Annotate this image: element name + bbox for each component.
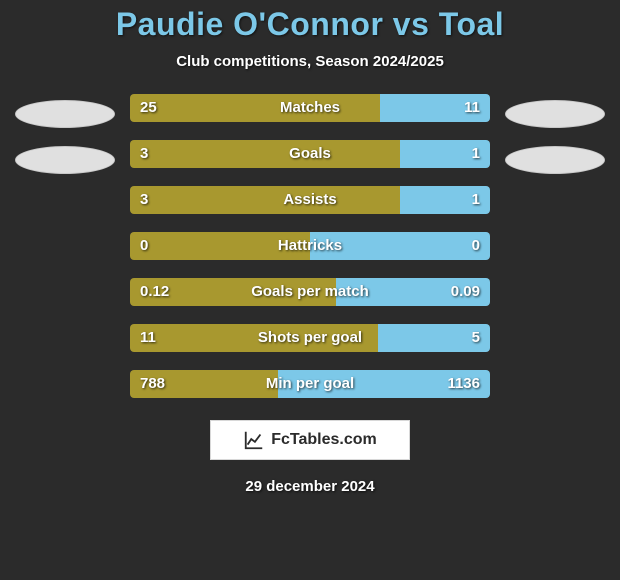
left-player-badges bbox=[10, 94, 120, 174]
stat-bars: 25 11 Matches 3 1 Goals 3 1 Assists 0 0 Hattricks 0.… bbox=[130, 94, 490, 398]
stat-value-left: 788 bbox=[140, 370, 165, 398]
stat-label: Assists bbox=[283, 186, 336, 214]
stat-row: 25 11 Matches bbox=[130, 94, 490, 122]
stat-value-right: 5 bbox=[472, 324, 480, 352]
subtitle: Club competitions, Season 2024/2025 bbox=[176, 53, 444, 70]
stat-row: 3 1 Goals bbox=[130, 140, 490, 168]
stat-row: 3 1 Assists bbox=[130, 186, 490, 214]
player-badge-ellipse bbox=[505, 100, 605, 128]
stat-label: Matches bbox=[280, 94, 340, 122]
date: 29 december 2024 bbox=[245, 478, 374, 495]
stat-label: Goals bbox=[289, 140, 331, 168]
stat-label: Goals per match bbox=[251, 278, 369, 306]
stat-bar-left bbox=[130, 186, 400, 214]
stat-value-left: 3 bbox=[140, 186, 148, 214]
stat-value-right: 0 bbox=[472, 232, 480, 260]
stat-value-right: 0.09 bbox=[451, 278, 480, 306]
stat-bar-left bbox=[130, 94, 380, 122]
stat-value-right: 1136 bbox=[447, 370, 480, 398]
stat-row: 0.12 0.09 Goals per match bbox=[130, 278, 490, 306]
right-player-badges bbox=[500, 94, 610, 174]
stat-value-right: 1 bbox=[472, 186, 480, 214]
stat-row: 788 1136 Min per goal bbox=[130, 370, 490, 398]
stat-label: Hattricks bbox=[278, 232, 342, 260]
stat-row: 0 0 Hattricks bbox=[130, 232, 490, 260]
stat-value-left: 0 bbox=[140, 232, 148, 260]
stat-value-left: 0.12 bbox=[140, 278, 169, 306]
stat-label: Shots per goal bbox=[258, 324, 362, 352]
comparison-infographic: Paudie O'Connor vs Toal Club competition… bbox=[0, 0, 620, 580]
stat-label: Min per goal bbox=[266, 370, 354, 398]
player-badge-ellipse bbox=[15, 100, 115, 128]
stat-value-left: 11 bbox=[140, 324, 156, 352]
chart-icon bbox=[243, 429, 265, 451]
stats-area: 25 11 Matches 3 1 Goals 3 1 Assists 0 0 Hattricks 0.… bbox=[0, 94, 620, 398]
player-badge-ellipse bbox=[15, 146, 115, 174]
stat-value-left: 3 bbox=[140, 140, 148, 168]
stat-bar-left bbox=[130, 140, 400, 168]
footer-brand-label: FcTables.com bbox=[271, 431, 377, 449]
stat-value-right: 1 bbox=[472, 140, 480, 168]
stat-value-left: 25 bbox=[140, 94, 157, 122]
player-badge-ellipse bbox=[505, 146, 605, 174]
footer-brand[interactable]: FcTables.com bbox=[210, 420, 410, 460]
stat-row: 11 5 Shots per goal bbox=[130, 324, 490, 352]
stat-value-right: 11 bbox=[464, 94, 480, 122]
page-title: Paudie O'Connor vs Toal bbox=[116, 6, 504, 43]
